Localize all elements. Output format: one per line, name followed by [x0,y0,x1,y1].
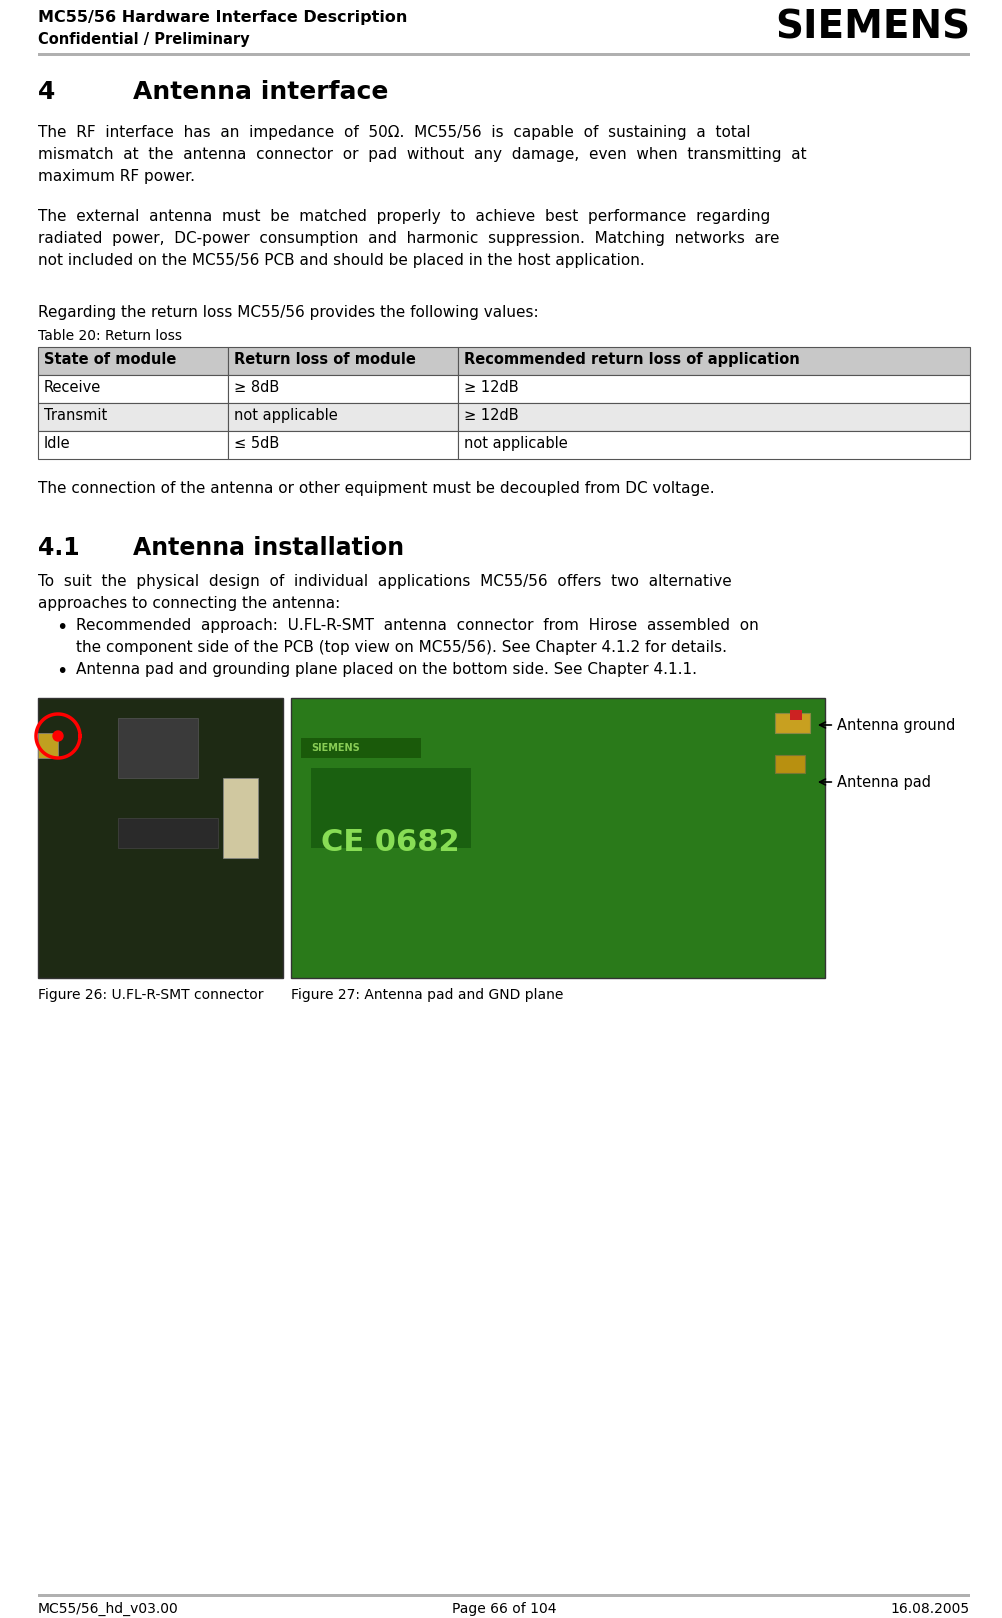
Text: ≥ 12dB: ≥ 12dB [464,380,519,395]
Bar [790,710,802,720]
Bar [458,375,970,403]
Circle shape [53,731,63,741]
Text: Page 66 of 104: Page 66 of 104 [452,1602,556,1616]
Bar [38,733,58,757]
Text: 16.08.2005: 16.08.2005 [891,1602,970,1616]
Text: ≥ 12dB: ≥ 12dB [464,408,519,422]
Bar [38,375,228,403]
Text: СЕ 0682: СЕ 0682 [321,828,460,858]
Bar [311,769,471,848]
Bar [458,430,970,460]
Text: •: • [56,662,67,681]
Text: Recommended return loss of application: Recommended return loss of application [464,353,800,367]
Text: MC55/56_hd_v03.00: MC55/56_hd_v03.00 [38,1602,178,1616]
Text: approaches to connecting the antenna:: approaches to connecting the antenna: [38,595,341,612]
Text: Antenna installation: Antenna installation [133,536,404,560]
Text: Regarding the return loss MC55/56 provides the following values:: Regarding the return loss MC55/56 provid… [38,306,539,320]
Text: Return loss of module: Return loss of module [234,353,416,367]
Bar [458,346,970,375]
Text: Figure 27: Antenna pad and GND plane: Figure 27: Antenna pad and GND plane [291,989,563,1002]
Bar [38,346,228,375]
Text: 4: 4 [38,79,55,104]
Text: State of module: State of module [44,353,176,367]
Text: mismatch  at  the  antenna  connector  or  pad  without  any  damage,  even  whe: mismatch at the antenna connector or pad… [38,147,807,162]
Bar [228,346,458,375]
Bar [38,697,283,977]
Text: The connection of the antenna or other equipment must be decoupled from DC volta: The connection of the antenna or other e… [38,481,714,497]
Text: 4.1: 4.1 [38,536,79,560]
Text: The  RF  interface  has  an  impedance  of  50Ω.  MC55/56  is  capable  of  sust: The RF interface has an impedance of 50Ω… [38,125,750,141]
Bar [228,403,458,430]
Text: radiated  power,  DC-power  consumption  and  harmonic  suppression.  Matching  : radiated power, DC-power consumption and… [38,231,780,246]
Bar [301,738,421,757]
Bar [223,778,258,858]
Bar [775,714,810,733]
Bar [38,430,228,460]
Text: SIEMENS: SIEMENS [311,743,360,752]
Text: The  external  antenna  must  be  matched  properly  to  achieve  best  performa: The external antenna must be matched pro… [38,209,771,223]
Text: Table 20: Return loss: Table 20: Return loss [38,328,182,343]
Bar [291,697,825,977]
Bar [228,430,458,460]
Text: Figure 26: U.FL-R-SMT connector: Figure 26: U.FL-R-SMT connector [38,989,264,1002]
Text: SIEMENS: SIEMENS [775,8,970,45]
Bar [118,819,218,848]
Text: Receive: Receive [44,380,101,395]
Text: the component side of the PCB (top view on MC55/56). See Chapter 4.1.2 for detai: the component side of the PCB (top view … [76,641,727,655]
Text: To  suit  the  physical  design  of  individual  applications  MC55/56  offers  : To suit the physical design of individua… [38,574,731,589]
Text: Transmit: Transmit [44,408,107,422]
Bar [38,403,228,430]
Text: ≤ 5dB: ≤ 5dB [234,435,280,451]
Bar [38,1594,970,1597]
Text: Recommended  approach:  U.FL-R-SMT  antenna  connector  from  Hirose  assembled : Recommended approach: U.FL-R-SMT antenna… [76,618,759,633]
Text: Antenna pad and grounding plane placed on the bottom side. See Chapter 4.1.1.: Antenna pad and grounding plane placed o… [76,662,697,676]
Text: not included on the MC55/56 PCB and should be placed in the host application.: not included on the MC55/56 PCB and shou… [38,252,644,269]
Text: Antenna interface: Antenna interface [133,79,389,104]
Text: maximum RF power.: maximum RF power. [38,168,195,184]
Text: •: • [56,618,67,637]
Bar [38,53,970,57]
Bar [118,718,198,778]
Bar [775,756,805,773]
Text: not applicable: not applicable [464,435,568,451]
Text: Antenna ground: Antenna ground [820,717,955,733]
Text: ≥ 8dB: ≥ 8dB [234,380,280,395]
Text: Idle: Idle [44,435,70,451]
Bar [228,375,458,403]
Text: MC55/56 Hardware Interface Description: MC55/56 Hardware Interface Description [38,10,408,24]
Bar [458,403,970,430]
Text: not applicable: not applicable [234,408,338,422]
Text: Confidential / Preliminary: Confidential / Preliminary [38,32,249,47]
Text: Antenna pad: Antenna pad [820,775,931,790]
